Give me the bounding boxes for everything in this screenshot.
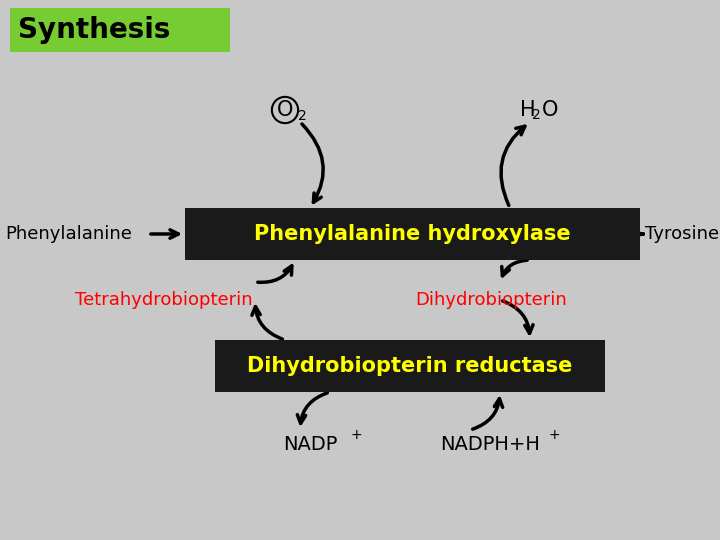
- Text: 2: 2: [532, 108, 541, 122]
- Text: Dihydrobiopterin reductase: Dihydrobiopterin reductase: [247, 356, 572, 376]
- Text: Tyrosine: Tyrosine: [645, 225, 719, 243]
- Text: +: +: [548, 428, 559, 442]
- Text: Dihydrobiopterin: Dihydrobiopterin: [415, 291, 567, 309]
- Text: O: O: [542, 100, 559, 120]
- FancyBboxPatch shape: [10, 8, 230, 52]
- Text: +: +: [350, 428, 361, 442]
- Text: 2: 2: [298, 109, 307, 123]
- Text: Phenylalanine hydroxylase: Phenylalanine hydroxylase: [254, 224, 571, 244]
- Text: Phenylalanine: Phenylalanine: [5, 225, 132, 243]
- Text: NADPH+H: NADPH+H: [440, 435, 540, 455]
- Text: NADP: NADP: [283, 435, 337, 455]
- Text: H: H: [520, 100, 536, 120]
- Text: O: O: [276, 100, 293, 120]
- FancyBboxPatch shape: [215, 340, 605, 392]
- Text: Tetrahydrobiopterin: Tetrahydrobiopterin: [75, 291, 253, 309]
- FancyBboxPatch shape: [185, 208, 640, 260]
- Text: Synthesis: Synthesis: [18, 16, 171, 44]
